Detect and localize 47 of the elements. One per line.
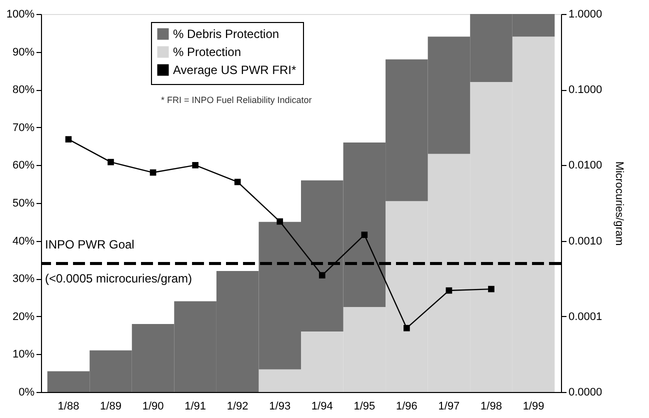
x-tick-label: 1/97 xyxy=(438,400,460,412)
annotation: (<0.0005 microcuries/gram) xyxy=(45,272,192,286)
y-tick-label: 80% xyxy=(12,84,35,96)
x-tick-label: 1/88 xyxy=(58,400,80,412)
y-tick-label: 90% xyxy=(12,46,35,58)
y2-tick-label: 0.0100 xyxy=(568,160,602,172)
x-tick-label: 1/90 xyxy=(142,400,164,412)
x-tick-label: 1/99 xyxy=(522,400,544,412)
point xyxy=(488,286,494,292)
point xyxy=(150,169,156,176)
point xyxy=(234,178,241,186)
y-tick-label: 60% xyxy=(12,160,35,172)
y2-axis-title: Microcuries/gram xyxy=(613,161,626,246)
x-tick-label: 1/89 xyxy=(100,400,122,412)
y2-tick-label: 0.0000 xyxy=(568,386,602,398)
x-tick-label: 1/93 xyxy=(269,400,291,412)
point xyxy=(108,158,114,166)
y2-tick-label: 0.0010 xyxy=(568,235,602,248)
point xyxy=(276,218,284,225)
legend-label: % Debris Protection xyxy=(173,27,280,41)
y-tick-label: 20% xyxy=(12,310,35,323)
point xyxy=(404,324,410,332)
x-tick-label: 1/91 xyxy=(184,400,206,412)
y-tick-label: 0% xyxy=(18,386,35,398)
point xyxy=(446,287,452,294)
ref-line-label: INPO PWR Goal xyxy=(45,238,134,252)
y-tick-label: 50% xyxy=(12,198,35,210)
y2-tick-label: 1.0000 xyxy=(568,8,602,20)
legend-label: % Protection xyxy=(173,45,242,59)
y2-tick-label: 0.1000 xyxy=(568,84,602,96)
legend-label: Average US PWR FRI* xyxy=(173,63,296,77)
point xyxy=(361,232,368,238)
x-tick-label: 1/95 xyxy=(354,400,376,412)
x-tick-label: 1/98 xyxy=(480,400,502,412)
point xyxy=(318,272,326,278)
point xyxy=(65,136,72,142)
y-tick-label: 100% xyxy=(6,8,35,20)
y-tick-label: 30% xyxy=(12,273,35,286)
x-tick-label: 1/94 xyxy=(311,400,333,412)
y-tick-label: 70% xyxy=(12,122,35,134)
y-tick-label: 10% xyxy=(12,348,35,361)
x-tick-label: 1/92 xyxy=(226,400,248,412)
y2-tick-label: 0.0001 xyxy=(568,310,602,323)
annotation: * FRI = INPO Fuel Reliability Indicator xyxy=(161,95,312,105)
x-tick-label: 1/96 xyxy=(396,400,418,412)
y-tick-label: 40% xyxy=(12,235,35,248)
point xyxy=(192,162,198,168)
